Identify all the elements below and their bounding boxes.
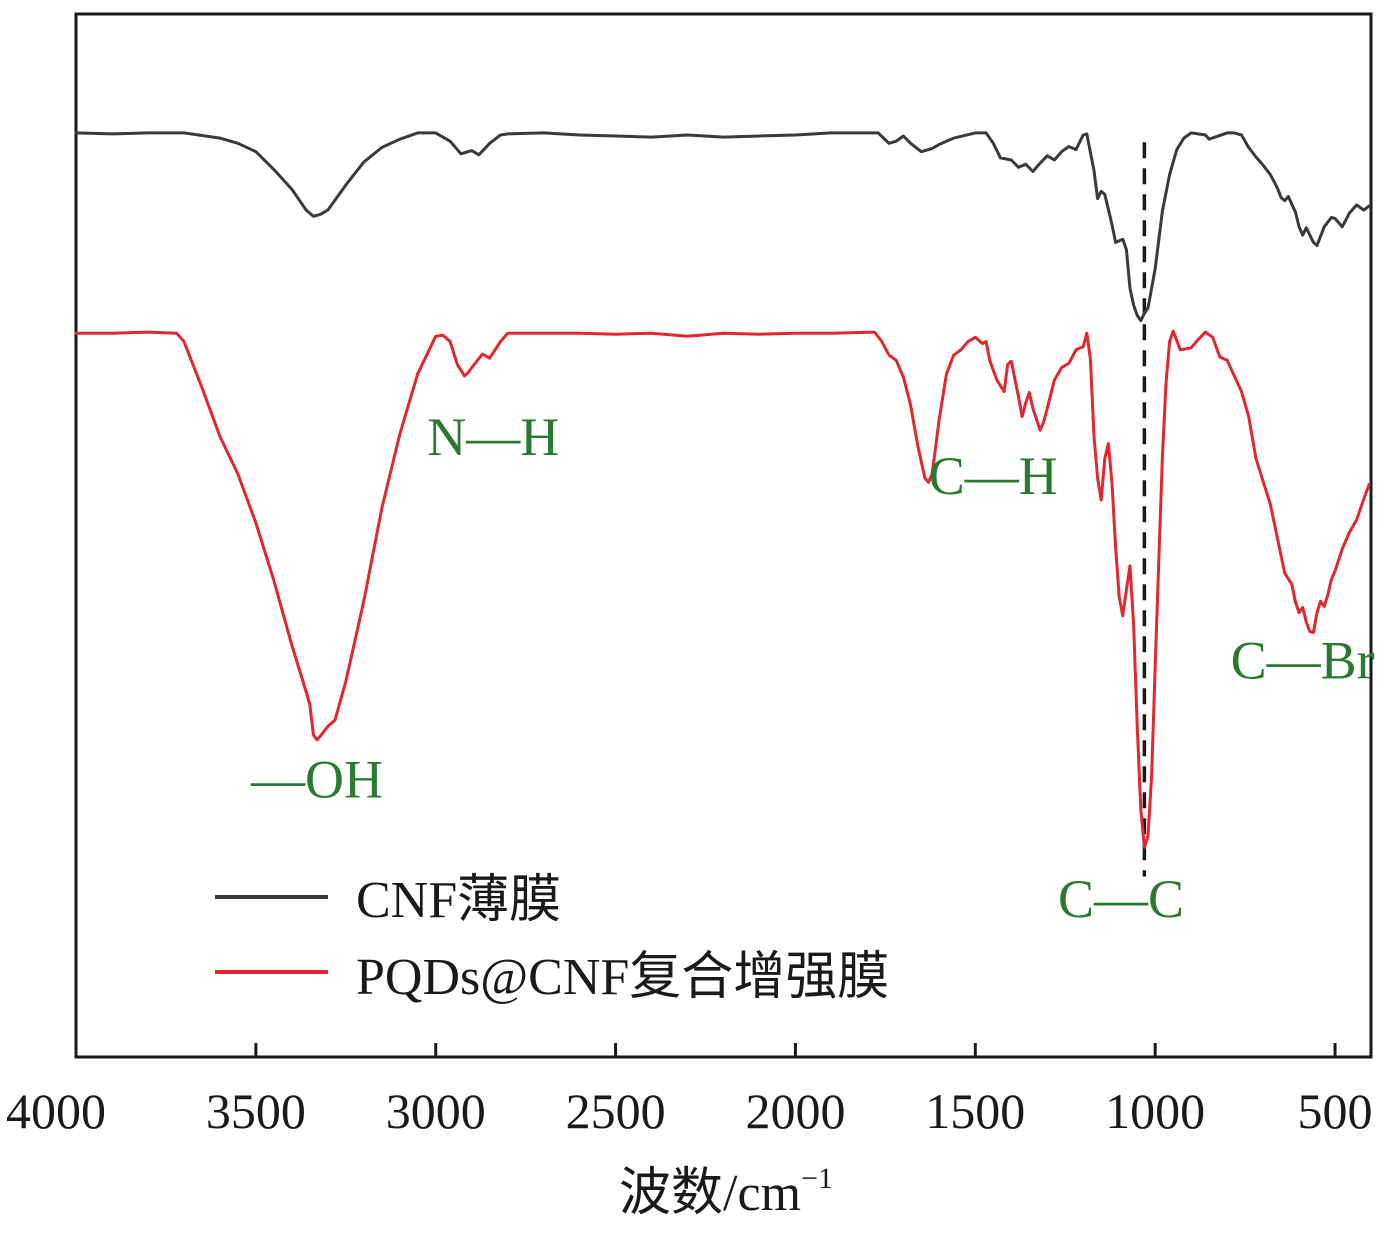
legend-label-pqds-cnf: PQDs@CNF复合增强膜 xyxy=(356,949,889,1006)
annotation-c-br: C—Br xyxy=(1231,630,1375,690)
legend: CNF薄膜 PQDs@CNF复合增强膜 xyxy=(215,872,889,1006)
x-tick-label-2500: 2500 xyxy=(566,1083,666,1139)
series-line-pqds-cnf xyxy=(74,329,1371,849)
x-tick-label-4000: 4000 xyxy=(6,1083,106,1139)
x-axis-title: 波数/cm−1 xyxy=(619,1162,833,1222)
annotation-oh: —OH xyxy=(250,749,383,809)
annotation-n-h: N—H xyxy=(427,407,559,467)
x-tick-label-1000: 1000 xyxy=(1105,1083,1205,1139)
x-axis: 4000 3500 3000 2500 2000 1500 1000 500 xyxy=(6,1043,1373,1139)
series-layer xyxy=(74,131,1371,849)
x-tick-label-3000: 3000 xyxy=(386,1083,486,1139)
x-tick-label-500: 500 xyxy=(1298,1083,1373,1139)
x-axis-title-exponent: −1 xyxy=(801,1162,833,1195)
plot-frame xyxy=(74,12,1373,1059)
annotations: —OH N—H C—H C—C C—Br xyxy=(250,407,1375,929)
x-axis-title-main: 波数/cm xyxy=(619,1165,801,1222)
annotation-c-h: C—H xyxy=(929,446,1058,506)
x-tick-label-1500: 1500 xyxy=(925,1083,1025,1139)
annotation-c-c: C—C xyxy=(1058,869,1184,929)
series-line-cnf xyxy=(74,131,1371,323)
x-tick-label-3500: 3500 xyxy=(206,1083,306,1139)
x-tick-label-2000: 2000 xyxy=(745,1083,845,1139)
legend-label-cnf: CNF薄膜 xyxy=(356,872,561,929)
